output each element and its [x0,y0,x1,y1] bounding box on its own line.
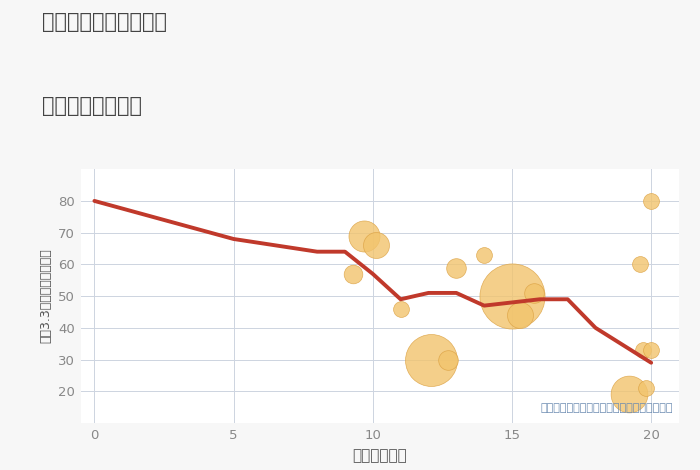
Point [514,311,526,319]
Y-axis label: 坪（3.3㎡）単価（万円）: 坪（3.3㎡）単価（万円） [39,249,52,344]
X-axis label: 駅距離（分）: 駅距離（分） [352,448,407,463]
Text: 円の大きさは、取引のあった物件面積を示す: 円の大きさは、取引のあった物件面積を示す [540,403,673,413]
Point [645,197,657,205]
Text: 埼玉県八潮市木曽根の: 埼玉県八潮市木曽根の [42,12,167,32]
Point [506,292,517,300]
Point [623,391,634,398]
Point [640,384,651,392]
Point [528,289,540,297]
Point [634,260,645,268]
Point [348,270,359,278]
Point [479,251,490,258]
Point [370,242,382,249]
Text: 駅距離別土地価格: 駅距離別土地価格 [42,96,142,117]
Point [395,305,406,313]
Point [442,356,454,363]
Point [426,356,437,363]
Point [645,346,657,354]
Point [359,232,370,240]
Point [451,264,462,271]
Point [637,346,648,354]
